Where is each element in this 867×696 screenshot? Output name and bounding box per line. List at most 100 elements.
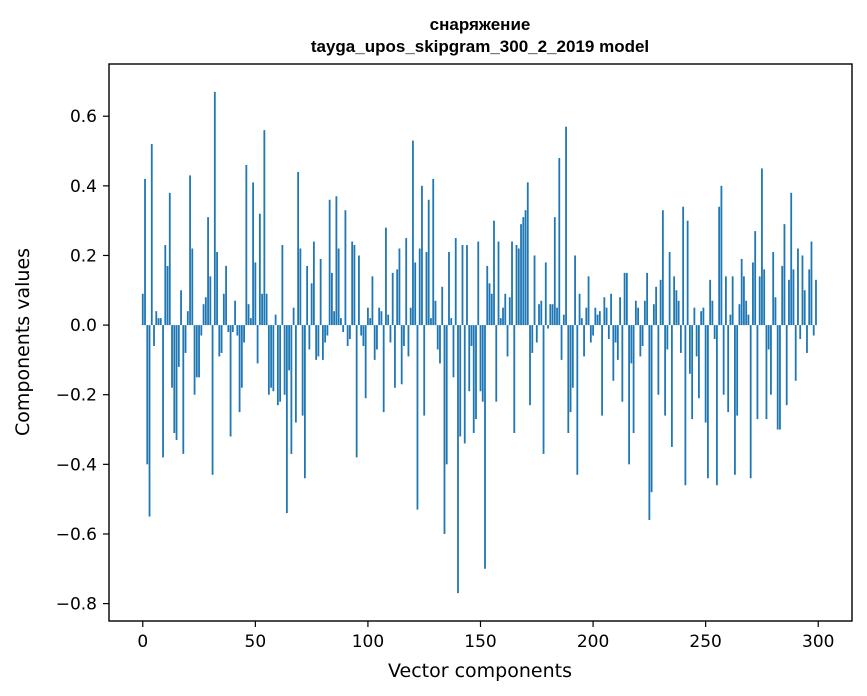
bar bbox=[544, 262, 547, 326]
bar bbox=[240, 325, 243, 388]
bar bbox=[765, 325, 768, 420]
bar bbox=[686, 220, 689, 326]
bar bbox=[227, 325, 230, 333]
bar bbox=[261, 293, 263, 326]
bar bbox=[725, 276, 727, 326]
bar bbox=[319, 258, 322, 326]
bar bbox=[409, 307, 412, 326]
bar bbox=[312, 241, 315, 326]
bar bbox=[371, 276, 374, 326]
bar bbox=[612, 325, 615, 381]
bar bbox=[619, 297, 621, 326]
bar bbox=[679, 325, 682, 353]
bar bbox=[718, 206, 721, 326]
bar bbox=[272, 325, 275, 392]
bar bbox=[344, 210, 347, 326]
bar bbox=[673, 276, 676, 326]
bar bbox=[767, 325, 770, 350]
bar bbox=[466, 245, 468, 326]
bar bbox=[657, 325, 660, 395]
bar bbox=[745, 300, 748, 326]
bar bbox=[297, 171, 300, 326]
bar bbox=[770, 325, 772, 395]
bar bbox=[596, 314, 599, 326]
bar bbox=[245, 164, 248, 326]
bar bbox=[576, 325, 579, 475]
x-tick-label: 100 bbox=[352, 632, 384, 652]
bar bbox=[558, 157, 561, 326]
bar bbox=[457, 325, 459, 594]
bar bbox=[407, 325, 410, 357]
bar bbox=[481, 325, 484, 402]
bar bbox=[693, 307, 696, 326]
bar bbox=[490, 293, 493, 326]
bar bbox=[511, 241, 513, 326]
bar bbox=[450, 318, 453, 326]
bar bbox=[781, 265, 784, 326]
x-tick-label: 250 bbox=[689, 632, 721, 652]
bar bbox=[367, 307, 369, 326]
bar bbox=[666, 325, 669, 350]
bar bbox=[349, 325, 351, 340]
bar bbox=[175, 325, 178, 440]
bar bbox=[180, 290, 182, 326]
bar bbox=[452, 325, 455, 378]
bar bbox=[659, 279, 662, 326]
bars-group bbox=[141, 91, 817, 594]
bar bbox=[353, 245, 356, 326]
bar bbox=[470, 325, 473, 346]
bar bbox=[373, 325, 376, 360]
bar bbox=[727, 325, 730, 413]
bar bbox=[394, 325, 396, 388]
bar bbox=[502, 307, 504, 326]
bar bbox=[445, 325, 448, 465]
bar bbox=[504, 293, 507, 326]
bar bbox=[682, 206, 685, 326]
chart-subtitle: tayga_upos_skipgram_300_2_2019 model bbox=[311, 37, 649, 56]
bar bbox=[652, 304, 655, 326]
bar bbox=[538, 304, 540, 326]
bar bbox=[734, 325, 736, 475]
bar bbox=[177, 325, 180, 367]
bar bbox=[421, 185, 423, 326]
bar bbox=[661, 210, 664, 326]
bar bbox=[171, 325, 173, 388]
bar bbox=[625, 272, 628, 326]
bar bbox=[362, 325, 365, 346]
bar bbox=[709, 279, 712, 326]
bar bbox=[380, 311, 383, 326]
bar bbox=[173, 325, 176, 434]
bar bbox=[416, 325, 419, 510]
bar bbox=[153, 325, 155, 346]
bar bbox=[529, 325, 531, 406]
bar bbox=[562, 314, 565, 326]
bar bbox=[794, 325, 797, 381]
bar bbox=[808, 269, 811, 326]
bar bbox=[335, 196, 338, 326]
bar bbox=[698, 325, 700, 399]
bar bbox=[628, 325, 630, 465]
bar bbox=[488, 283, 491, 326]
bar bbox=[398, 248, 401, 326]
bar bbox=[707, 325, 709, 479]
bar bbox=[427, 199, 430, 326]
bar bbox=[333, 311, 336, 326]
bar bbox=[328, 199, 331, 326]
x-axis: 0 50 100 150 200 250 300 bbox=[137, 621, 834, 652]
bar bbox=[594, 307, 597, 326]
bar bbox=[655, 286, 658, 326]
bar bbox=[254, 262, 257, 326]
bar bbox=[560, 325, 563, 360]
bar bbox=[553, 217, 556, 326]
bar bbox=[569, 325, 572, 413]
bar bbox=[358, 255, 360, 326]
bar bbox=[749, 325, 752, 479]
bar bbox=[279, 325, 282, 402]
y-tick-label: 0.0 bbox=[70, 316, 97, 336]
bar bbox=[294, 325, 297, 423]
bar bbox=[317, 325, 320, 357]
bar bbox=[193, 325, 196, 395]
bar bbox=[351, 241, 354, 326]
bar bbox=[540, 300, 543, 326]
bar bbox=[522, 217, 525, 326]
